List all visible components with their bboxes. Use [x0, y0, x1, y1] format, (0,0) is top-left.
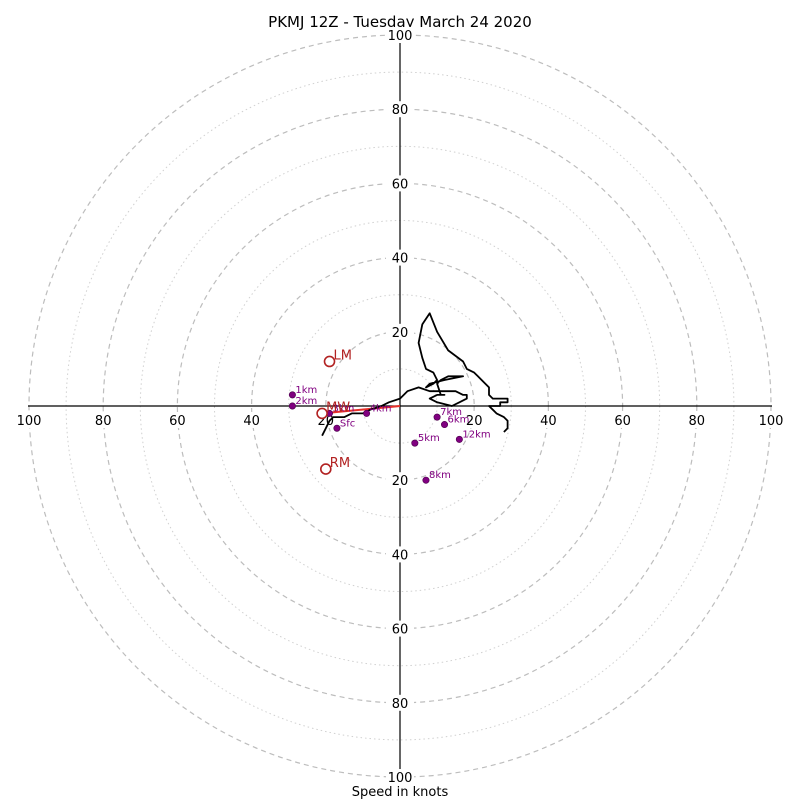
level-point: [441, 421, 449, 429]
storm-motion-mw: MW: [316, 400, 350, 420]
level-label: 3km: [333, 403, 355, 414]
level-label: Sfc: [340, 418, 355, 429]
level-label: 1km: [295, 385, 317, 396]
level-label: 5km: [418, 433, 440, 444]
x-tick-label: 20: [466, 414, 483, 429]
x-tick-bg: [608, 412, 637, 428]
motion-label: LM: [334, 348, 352, 363]
y-tick-bg: [386, 620, 414, 637]
x-tick-bg: [237, 412, 266, 428]
level-label: 6km: [448, 415, 470, 426]
level-2km: 2km: [288, 396, 317, 410]
motion-label: MW: [326, 400, 350, 415]
chart-title: PKMJ 12Z - Tuesday March 24 2020: [268, 13, 532, 31]
level-Sfc: Sfc: [333, 418, 355, 432]
y-tick-label: 40: [392, 548, 409, 563]
y-tick-bg: [386, 694, 414, 711]
y-tick-label: 20: [392, 326, 409, 341]
level-point: [411, 439, 419, 447]
y-tick-bg: [386, 472, 414, 489]
x-tick-bg: [534, 412, 563, 428]
x-tick-label: 60: [614, 414, 631, 429]
motion-point: [316, 407, 328, 420]
motion-point: [319, 463, 332, 475]
level-12km: 12km: [455, 429, 491, 443]
hodograph-line: [321, 312, 509, 437]
x-tick-bg: [89, 412, 118, 428]
x-tick-label: 60: [169, 414, 186, 429]
y-tick-label: 60: [392, 623, 409, 638]
y-tick-label: 20: [392, 474, 409, 489]
shear-line: [321, 405, 401, 415]
y-tick-label: 100: [388, 29, 413, 44]
level-label: 4km: [370, 403, 392, 414]
level-1km: 1km: [288, 385, 317, 399]
x-tick-bg: [15, 412, 43, 428]
x-tick-label: 80: [689, 414, 706, 429]
y-tick-label: 80: [392, 697, 409, 712]
hodograph-trace: [321, 312, 509, 437]
storm-motion-markers: LM MW RM: [316, 348, 352, 475]
x-axis-label: Speed in knots: [352, 785, 449, 800]
level-point: [333, 424, 341, 432]
motion-point: [323, 355, 336, 368]
level-label: 12km: [462, 429, 490, 440]
level-label: 8km: [429, 470, 451, 481]
y-tick-bg: [386, 323, 414, 340]
shear-vector: [321, 405, 401, 415]
level-5km: 5km: [411, 433, 440, 447]
y-tick-bg: [386, 769, 414, 785]
x-tick-bg: [460, 412, 489, 428]
y-tick-bg: [386, 546, 414, 563]
y-tick-label: 60: [392, 177, 409, 192]
x-tick-label: 80: [95, 414, 112, 429]
level-3km: 3km: [326, 403, 355, 417]
level-point: [433, 413, 441, 421]
level-7km: 7km: [433, 407, 462, 421]
y-tick-bg: [386, 175, 414, 192]
y-tick-bg: [386, 27, 414, 43]
level-6km: 6km: [441, 415, 470, 429]
level-point: [363, 409, 371, 417]
storm-motion-lm: LM: [323, 348, 352, 368]
x-tick-label: 40: [540, 414, 557, 429]
level-point: [422, 476, 430, 484]
level-label: 2km: [295, 396, 317, 407]
x-tick-label: 40: [243, 414, 260, 429]
level-8km: 8km: [422, 470, 451, 484]
level-label: 7km: [440, 407, 462, 418]
y-tick-bg: [386, 101, 414, 118]
x-tick-bg: [163, 412, 192, 428]
y-tick-bg: [386, 249, 414, 266]
x-tick-bg: [757, 412, 785, 428]
x-tick-label: 100: [17, 414, 42, 429]
storm-motion-rm: RM: [319, 456, 350, 475]
motion-label: RM: [330, 456, 350, 471]
level-4km: 4km: [363, 403, 392, 417]
level-point: [288, 391, 296, 399]
level-point: [288, 402, 296, 410]
level-point: [455, 435, 463, 443]
x-tick-bg: [682, 412, 711, 428]
y-tick-label: 100: [388, 771, 413, 786]
y-tick-label: 80: [392, 103, 409, 118]
x-tick-label: 100: [759, 414, 784, 429]
y-tick-label: 40: [392, 252, 409, 267]
